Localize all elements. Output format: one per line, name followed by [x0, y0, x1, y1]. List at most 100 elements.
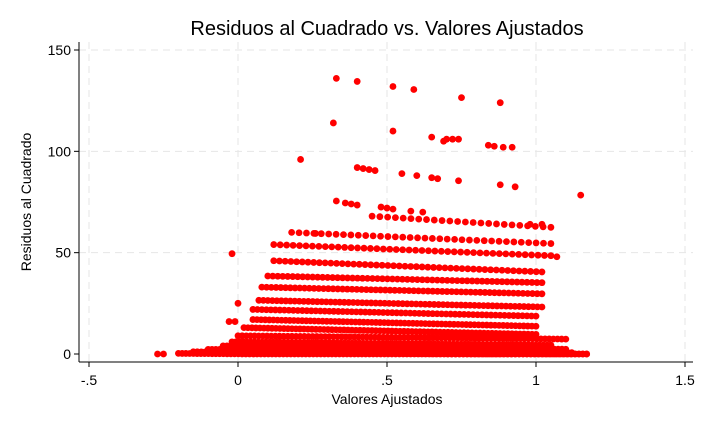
data-point	[353, 201, 361, 209]
data-point	[415, 287, 422, 295]
data-point	[508, 278, 516, 286]
data-point	[338, 260, 346, 268]
data-point	[477, 219, 485, 227]
data-point	[500, 289, 508, 297]
data-point	[362, 286, 370, 294]
data-point	[384, 233, 392, 240]
data-point	[365, 166, 373, 173]
data-point	[288, 229, 296, 236]
data-point	[496, 99, 504, 107]
data-point	[418, 247, 426, 254]
data-point	[447, 264, 455, 272]
data-point	[358, 286, 365, 293]
data-point	[398, 170, 406, 178]
data-point	[344, 260, 352, 268]
data-point	[398, 275, 406, 283]
data-point	[532, 239, 540, 247]
data-point	[293, 258, 300, 266]
data-point	[547, 240, 555, 247]
data-point	[377, 203, 385, 211]
data-point	[301, 284, 308, 292]
data-point	[400, 287, 408, 294]
data-point	[340, 231, 347, 239]
data-point	[498, 278, 506, 286]
data-point	[429, 287, 437, 295]
data-point	[297, 156, 304, 163]
data-point	[423, 276, 431, 284]
data-point	[289, 241, 297, 249]
data-point	[334, 285, 342, 293]
data-point	[403, 275, 411, 283]
data-point	[534, 251, 542, 259]
data-point	[269, 272, 277, 280]
data-point	[483, 277, 491, 285]
data-point	[289, 273, 297, 280]
data-point	[373, 261, 380, 269]
data-point	[339, 274, 346, 282]
data-point	[508, 143, 516, 151]
data-point	[414, 234, 421, 242]
data-point	[354, 274, 361, 282]
data-point	[532, 322, 540, 330]
data-point	[488, 237, 496, 245]
x-tick-label: 1.5	[675, 372, 695, 388]
data-point	[394, 275, 401, 283]
data-point	[504, 267, 512, 274]
x-tick-label: 0	[234, 372, 242, 388]
data-point	[384, 213, 392, 221]
data-point	[389, 275, 396, 283]
data-point	[315, 285, 323, 292]
data-point	[332, 197, 340, 205]
data-point	[470, 265, 477, 273]
data-point	[225, 318, 233, 325]
data-point	[505, 289, 513, 297]
data-point	[274, 272, 282, 280]
data-point	[455, 135, 462, 143]
x-tick-label: .5	[381, 372, 393, 388]
data-point	[495, 250, 503, 258]
data-point	[396, 287, 403, 294]
data-point	[353, 78, 361, 85]
data-point	[421, 234, 429, 242]
x-axis-label: Valores Ajustados	[331, 391, 442, 407]
data-point	[391, 233, 399, 241]
axes	[78, 42, 693, 363]
data-point	[341, 244, 349, 251]
data-point	[320, 285, 327, 292]
data-point	[291, 284, 299, 292]
data-point	[495, 289, 503, 297]
tick-labels: 0 50 100 150 -.5 0 .5 1 1.5	[48, 42, 695, 388]
data-point	[284, 273, 292, 280]
data-point	[354, 231, 362, 239]
data-point	[428, 276, 436, 284]
data-point	[319, 273, 327, 281]
data-point	[298, 258, 306, 266]
data-point	[476, 249, 484, 257]
data-point	[376, 213, 384, 221]
data-point	[349, 274, 356, 282]
data-point	[264, 272, 272, 280]
data-point	[424, 287, 432, 295]
data-point	[287, 258, 295, 265]
data-point	[283, 241, 291, 249]
data-point	[296, 284, 304, 292]
data-point	[457, 288, 465, 296]
data-point	[510, 267, 517, 275]
data-point	[412, 246, 419, 254]
data-point	[525, 239, 533, 246]
data-point	[408, 276, 416, 283]
data-point	[354, 244, 361, 252]
data-point	[443, 288, 451, 295]
data-point	[379, 245, 387, 253]
data-point	[309, 242, 316, 250]
data-point	[430, 216, 438, 224]
data-point	[312, 230, 319, 237]
data-point	[329, 274, 337, 281]
data-point	[443, 235, 451, 243]
data-point	[528, 279, 536, 286]
data-point	[458, 94, 465, 102]
data-point	[484, 141, 492, 149]
data-point	[446, 217, 454, 225]
data-point	[389, 205, 397, 213]
data-point	[390, 262, 397, 270]
